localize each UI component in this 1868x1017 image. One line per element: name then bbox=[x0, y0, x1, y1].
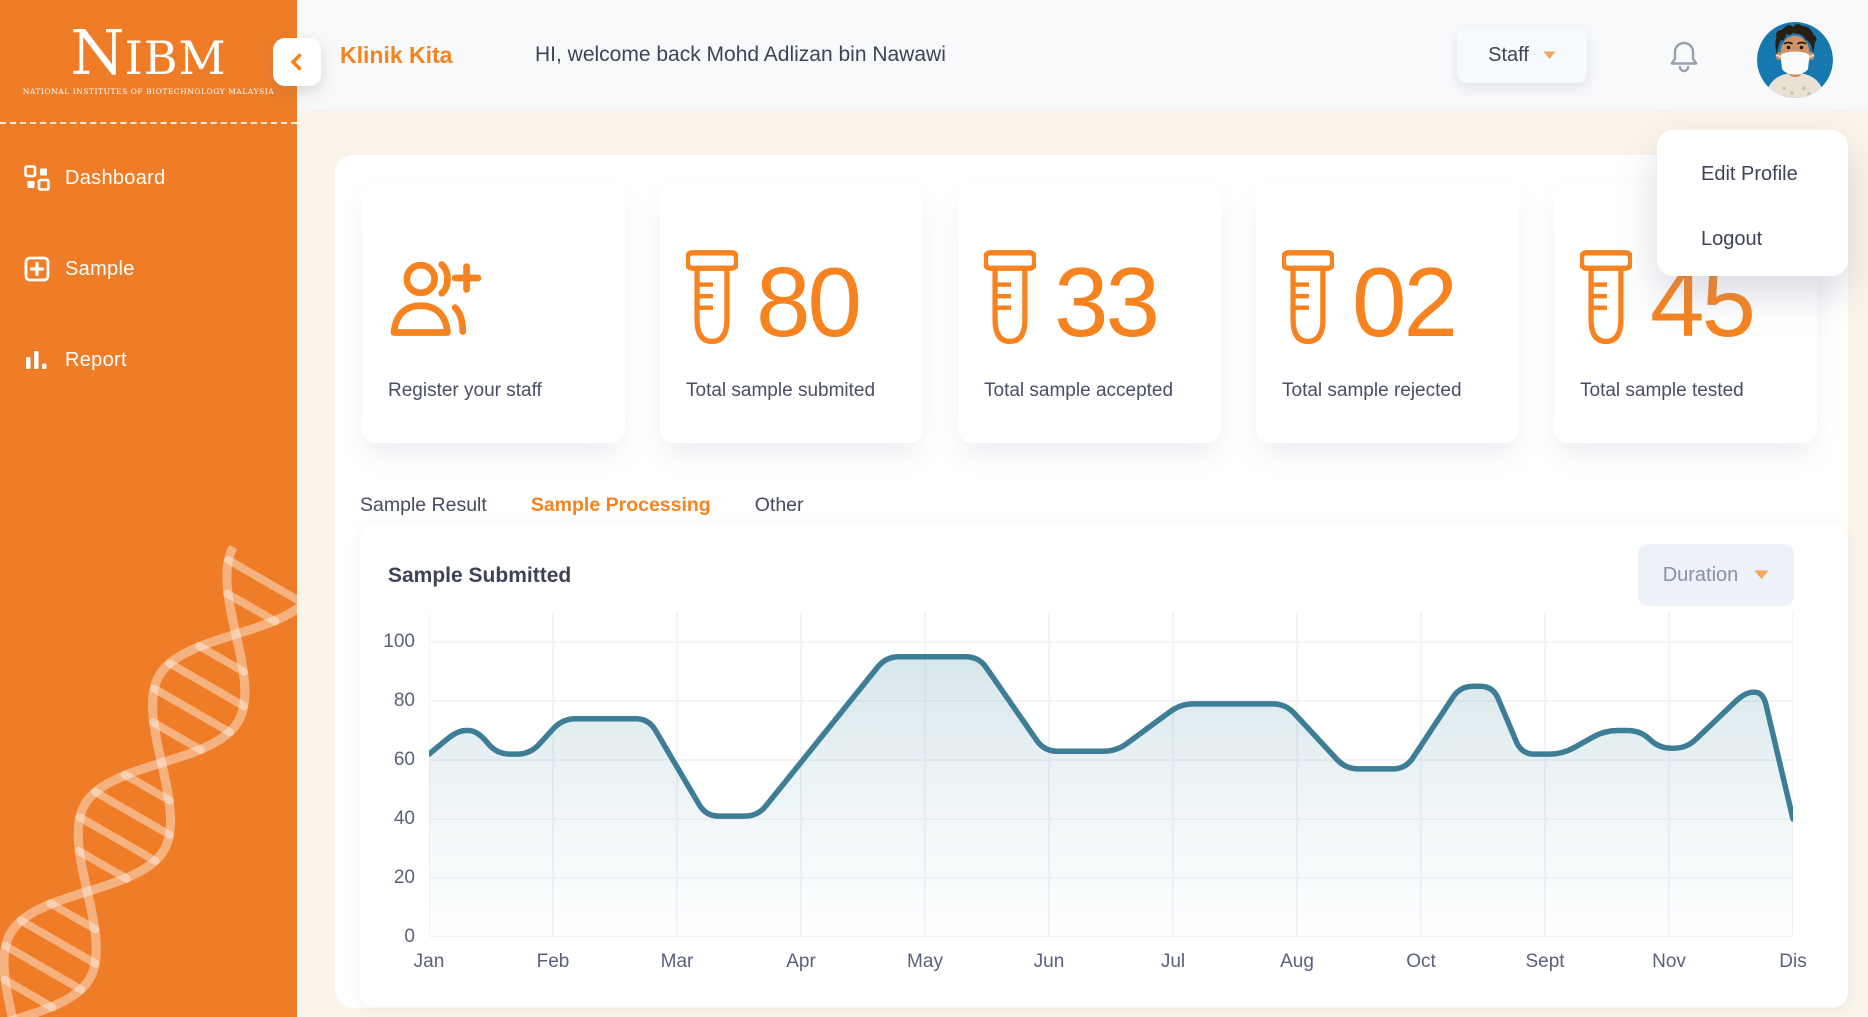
sidebar-nav: Dashboard Sample Report bbox=[0, 156, 297, 382]
sidebar-item-dashboard[interactable]: Dashboard bbox=[0, 156, 297, 200]
menu-item-edit-profile[interactable]: Edit Profile bbox=[1701, 163, 1848, 186]
welcome-message: HI, welcome back Mohd Adlizan bin Nawawi bbox=[535, 0, 946, 110]
x-axis-tick-label: Sept bbox=[1500, 951, 1590, 973]
stat-card-top: 80 bbox=[686, 251, 897, 353]
tab-other[interactable]: Other bbox=[755, 494, 804, 517]
x-axis-tick-label: Jul bbox=[1128, 951, 1218, 973]
add-user-icon bbox=[388, 257, 484, 348]
x-axis-tick-label: Mar bbox=[632, 951, 722, 973]
stat-card-top: 33 bbox=[984, 251, 1195, 353]
avatar[interactable] bbox=[1757, 22, 1833, 98]
y-axis-tick-label: 80 bbox=[360, 690, 415, 712]
chart-title: Sample Submitted bbox=[388, 564, 571, 588]
caret-down-icon bbox=[1754, 570, 1769, 580]
sample-submitted-plot bbox=[429, 612, 1793, 937]
test-tube-icon bbox=[686, 250, 738, 355]
test-tube-icon bbox=[984, 250, 1036, 355]
sidebar-collapse-button[interactable] bbox=[273, 38, 321, 86]
sidebar-item-label: Dashboard bbox=[65, 167, 166, 190]
x-axis-tick-label: Jan bbox=[384, 951, 474, 973]
stat-card-total-sample-accepted: 33 Total sample accepted bbox=[958, 183, 1221, 443]
menu-item-logout[interactable]: Logout bbox=[1701, 228, 1848, 251]
sidebar-item-label: Report bbox=[65, 349, 127, 372]
sidebar-item-report[interactable]: Report bbox=[0, 338, 297, 382]
stat-card-total-sample-submited: 80 Total sample submited bbox=[660, 183, 923, 443]
sidebar: NIBM NATIONAL INSTITUTES OF BIOTECHNOLOG… bbox=[0, 0, 297, 1017]
sample-submitted-chart-card: Sample Submitted Duration 0 20 40 60 80 100 Ja… bbox=[360, 524, 1848, 1007]
tab-sample-result[interactable]: Sample Result bbox=[360, 494, 487, 517]
test-tube-icon bbox=[1282, 250, 1334, 355]
stat-label: Total sample tested bbox=[1580, 377, 1791, 405]
dashboard-grid-icon bbox=[24, 165, 50, 191]
stat-value: 02 bbox=[1352, 253, 1455, 351]
sidebar-item-label: Sample bbox=[65, 258, 135, 281]
x-axis-tick-label: Oct bbox=[1376, 951, 1466, 973]
sample-plus-icon bbox=[24, 256, 50, 282]
chevron-left-icon bbox=[286, 51, 308, 73]
x-axis-tick-label: Dis bbox=[1748, 951, 1838, 973]
x-axis-tick-label: Aug bbox=[1252, 951, 1342, 973]
clinic-name: Klinik Kita bbox=[340, 0, 452, 110]
stat-value: 33 bbox=[1054, 253, 1157, 351]
test-tube-icon bbox=[1580, 250, 1632, 355]
stat-value: 80 bbox=[756, 253, 859, 351]
nibm-logo-word: NIBM bbox=[0, 22, 297, 84]
y-axis-tick-label: 0 bbox=[360, 926, 415, 948]
stat-card-total-sample-rejected: 02 Total sample rejected bbox=[1256, 183, 1519, 443]
tabs: Sample Result Sample Processing Other bbox=[360, 485, 804, 525]
stat-card-top bbox=[388, 251, 599, 353]
stat-card-top: 02 bbox=[1282, 251, 1493, 353]
duration-select-label: Duration bbox=[1663, 564, 1739, 587]
tab-sample-processing[interactable]: Sample Processing bbox=[531, 494, 711, 517]
role-select[interactable]: Staff bbox=[1457, 27, 1587, 83]
report-bars-icon bbox=[24, 347, 50, 373]
profile-dropdown-menu: Edit Profile Logout bbox=[1657, 130, 1848, 276]
x-axis-tick-label: May bbox=[880, 951, 970, 973]
x-axis-tick-label: Jun bbox=[1004, 951, 1094, 973]
nibm-logo: NIBM NATIONAL INSTITUTES OF BIOTECHNOLOG… bbox=[0, 0, 297, 96]
main-panel: Register your staff 80 Total sample submit… bbox=[335, 155, 1848, 1008]
x-axis-tick-label: Nov bbox=[1624, 951, 1714, 973]
role-select-value: Staff bbox=[1488, 44, 1529, 67]
header: Klinik Kita HI, welcome back Mohd Adliza… bbox=[297, 0, 1868, 110]
y-axis-tick-label: 100 bbox=[360, 631, 415, 653]
stat-label: Total sample rejected bbox=[1282, 377, 1493, 405]
y-axis-tick-label: 40 bbox=[360, 808, 415, 830]
stat-label: Total sample submited bbox=[686, 377, 897, 405]
stat-cards-row: Register your staff 80 Total sample submit… bbox=[362, 183, 1817, 443]
sidebar-item-sample[interactable]: Sample bbox=[0, 247, 297, 291]
notification-bell-icon[interactable] bbox=[1669, 40, 1699, 76]
caret-down-icon bbox=[1543, 51, 1556, 60]
x-axis-tick-label: Apr bbox=[756, 951, 846, 973]
stat-label: Register your staff bbox=[388, 377, 599, 405]
stat-card-register-your-staff[interactable]: Register your staff bbox=[362, 183, 625, 443]
dna-helix-decoration bbox=[0, 527, 297, 1017]
x-axis-tick-label: Feb bbox=[508, 951, 598, 973]
nibm-logo-subtitle: NATIONAL INSTITUTES OF BIOTECHNOLOGY MAL… bbox=[0, 87, 297, 96]
y-axis-tick-label: 20 bbox=[360, 867, 415, 889]
y-axis-tick-label: 60 bbox=[360, 749, 415, 771]
duration-select[interactable]: Duration bbox=[1638, 544, 1794, 606]
sidebar-divider bbox=[0, 122, 297, 124]
stat-label: Total sample accepted bbox=[984, 377, 1195, 405]
